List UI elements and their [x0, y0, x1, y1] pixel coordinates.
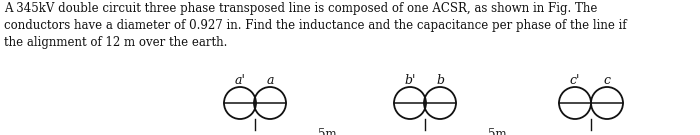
Text: 5m: 5m [318, 128, 337, 135]
Text: b': b' [405, 74, 416, 87]
Text: a': a' [234, 74, 246, 87]
Text: a: a [266, 74, 274, 87]
Text: b: b [436, 74, 444, 87]
Text: A 345kV double circuit three phase transposed line is composed of one ACSR, as s: A 345kV double circuit three phase trans… [4, 2, 626, 49]
Text: 5m: 5m [488, 128, 507, 135]
Text: c': c' [570, 74, 580, 87]
Text: c: c [603, 74, 610, 87]
